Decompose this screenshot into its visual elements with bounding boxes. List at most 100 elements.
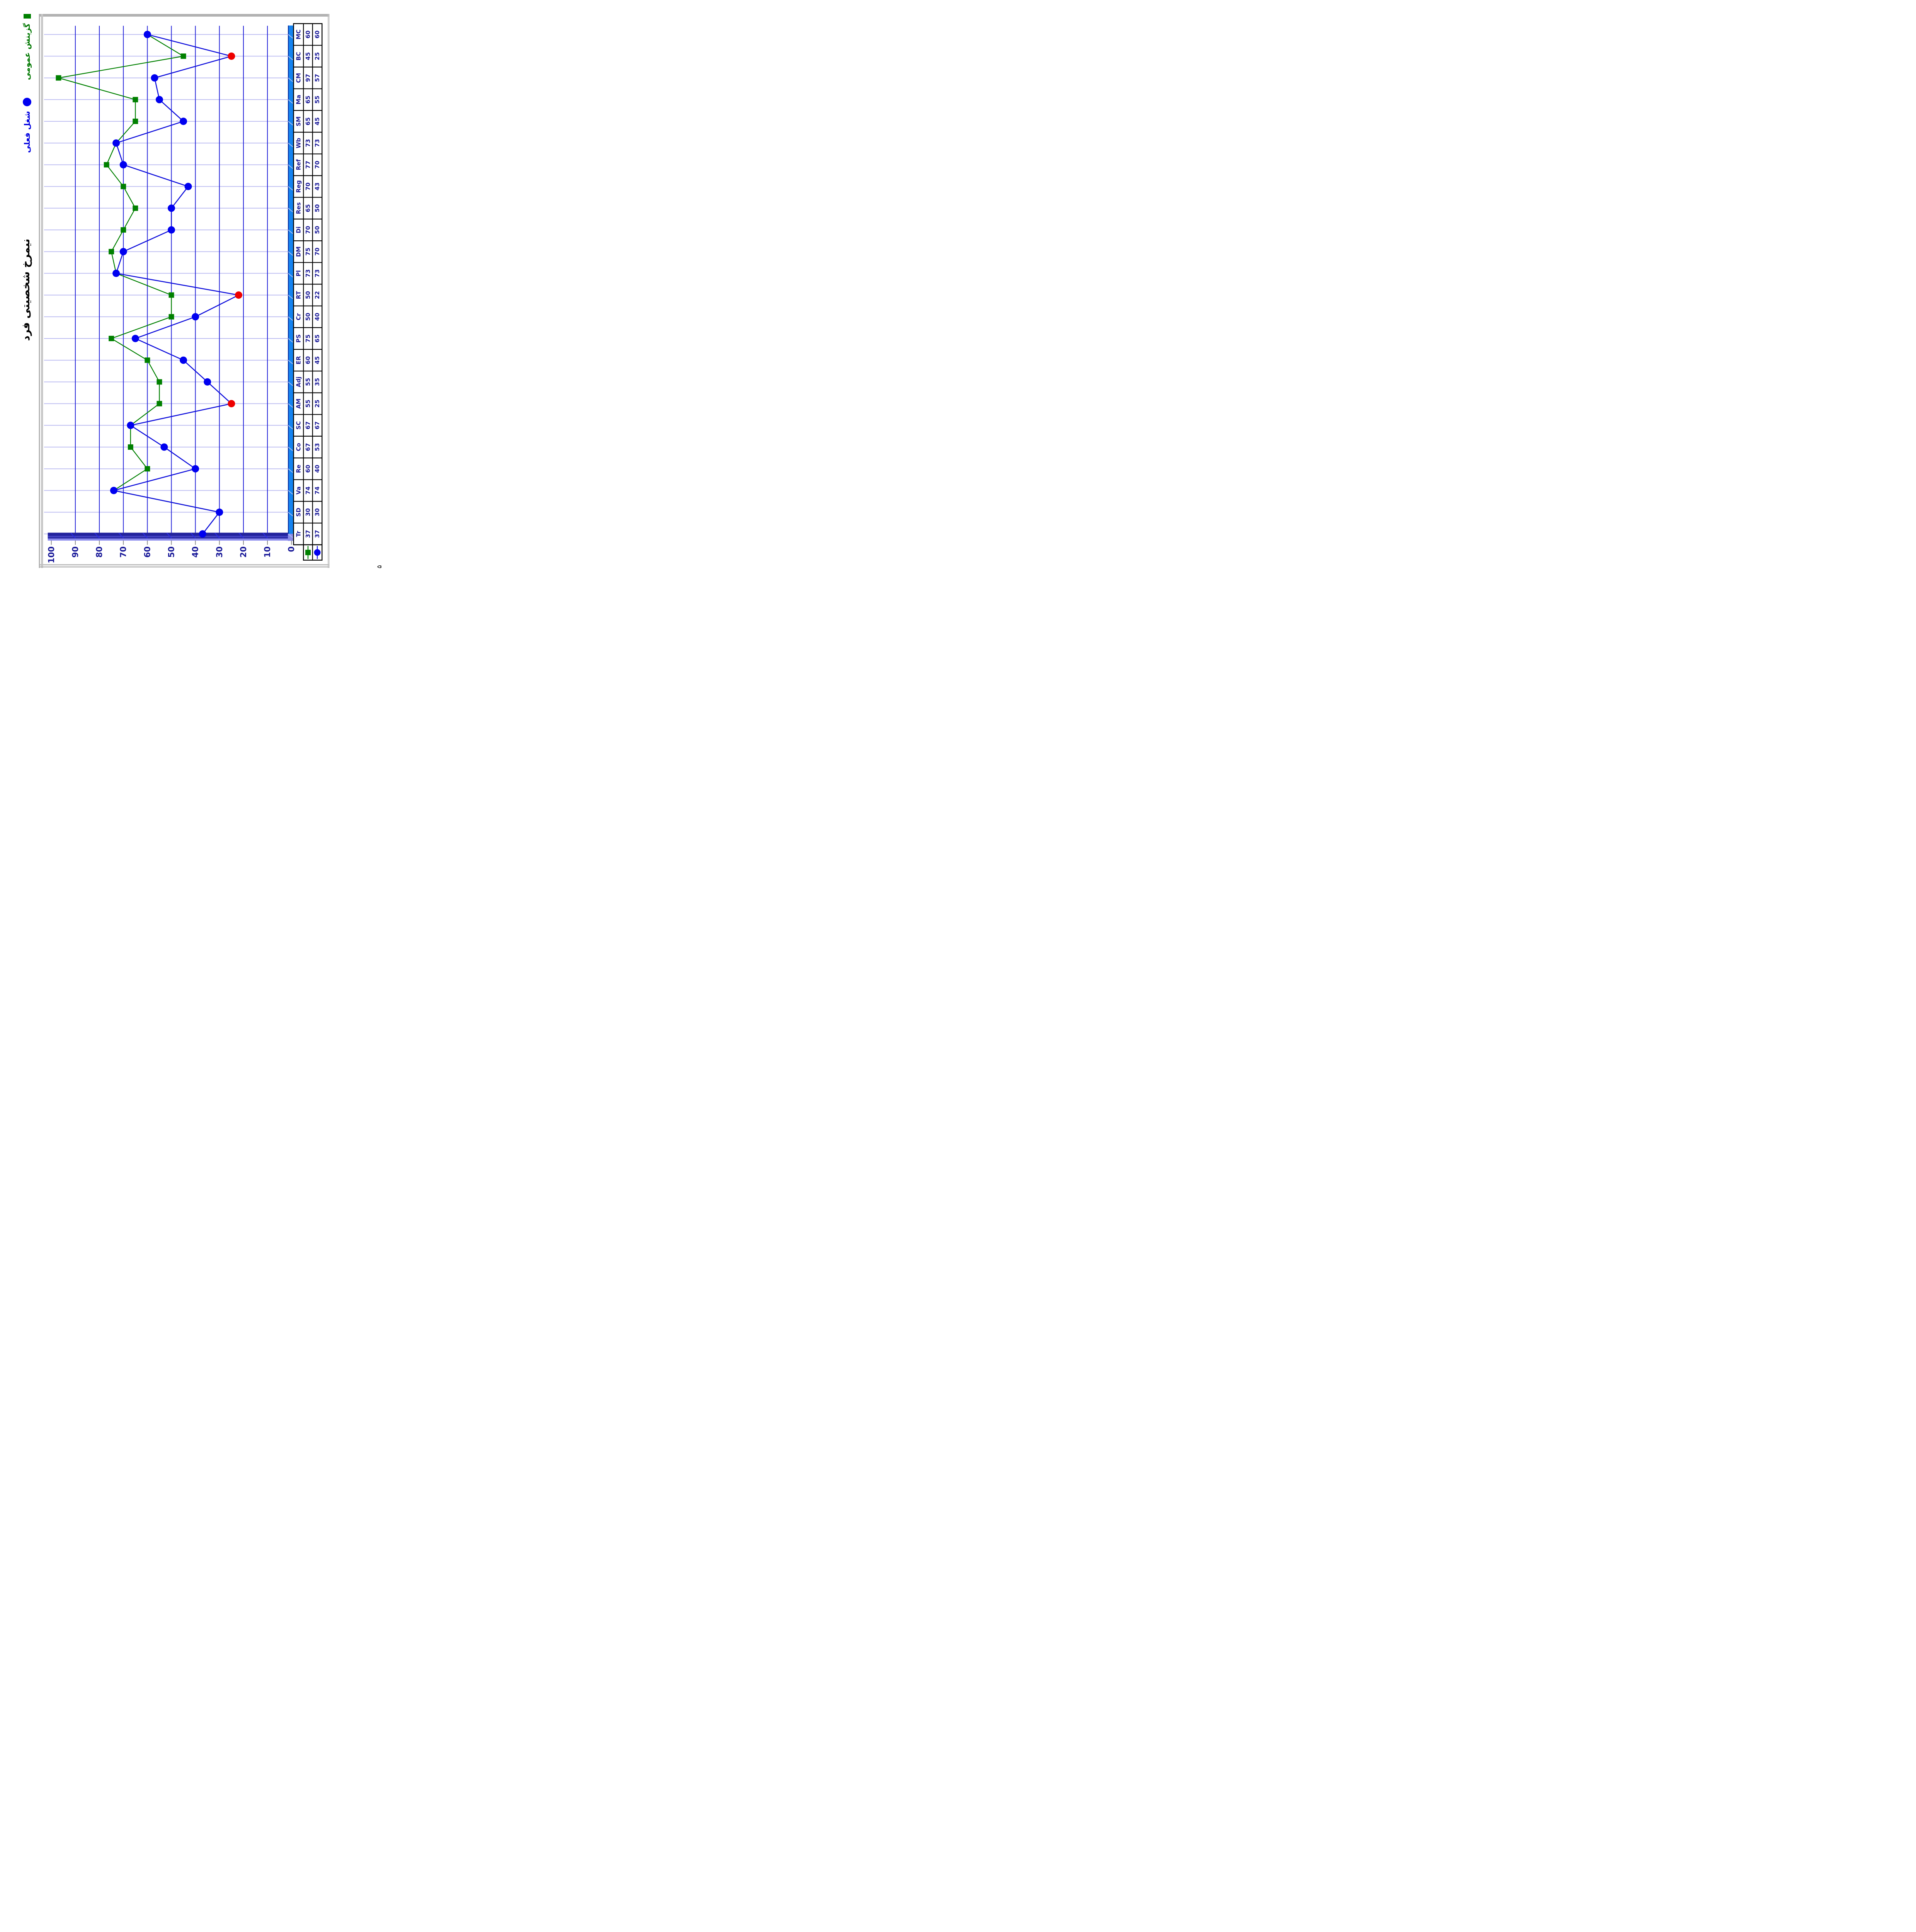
table-cell-current-Co: 53 — [314, 443, 321, 451]
table-cell-label-Va: Va — [295, 486, 302, 495]
wall-tick-SC — [288, 425, 293, 430]
marker-current-DM — [119, 248, 127, 255]
table-cell-general-Wb: 73 — [305, 139, 311, 147]
table-cell-general-Tr: 37 — [305, 530, 311, 538]
table-cell-current-AM: 25 — [314, 400, 321, 408]
marker-general-Re — [145, 466, 150, 472]
table-cell-general-AM: 55 — [305, 400, 311, 408]
marker-general-Di — [121, 227, 126, 233]
marker-general-ER — [145, 357, 150, 363]
floor-tick-30 — [214, 532, 220, 539]
table-cell-general-Reg: 70 — [305, 182, 311, 190]
table-cell-label-Ref: Ref — [295, 159, 302, 170]
marker-current-Adj — [204, 378, 211, 386]
marker-general-CM — [56, 75, 61, 81]
category-axis-wall — [288, 26, 294, 541]
table-key-general-marker — [305, 549, 311, 555]
table-cell-current-SD: 30 — [314, 508, 321, 516]
frame-right-band-2 — [329, 14, 330, 568]
wall-tick-Re — [288, 468, 293, 473]
wall-tick-PS — [288, 338, 293, 343]
floor-tick-80 — [94, 532, 100, 539]
table-cell-general-ER: 60 — [305, 356, 311, 364]
category-axis-wall-edge — [288, 26, 289, 541]
value-label-10: 10 — [263, 546, 272, 558]
table-cell-general-PS: 75 — [305, 335, 311, 343]
wall-tick-Res — [288, 208, 293, 213]
marker-current-Di — [168, 226, 175, 234]
table-cell-label-Res: Res — [295, 202, 302, 214]
table-cell-current-Ref: 70 — [314, 161, 321, 169]
floor-tick-50 — [166, 532, 172, 539]
table-cell-current-Pl: 73 — [314, 269, 321, 277]
marker-general-AM — [157, 401, 162, 406]
marker-current-SC — [127, 422, 134, 429]
table-cell-general-SC: 67 — [305, 421, 311, 429]
table-cell-label-BC: BC — [295, 52, 302, 60]
wall-tick-Va — [288, 490, 293, 495]
category-axis-wall-cap — [288, 534, 294, 541]
wall-tick-Cr — [288, 316, 293, 321]
table-cell-current-MC: 60 — [314, 31, 321, 39]
table-cell-current-Res: 50 — [314, 204, 321, 212]
table-cell-general-CM: 97 — [305, 74, 311, 82]
marker-general-PS — [109, 336, 114, 341]
marker-current-SD — [216, 509, 223, 516]
marker-current-MC — [143, 31, 151, 38]
floor-tick-10 — [262, 532, 268, 539]
table-cell-general-SD: 30 — [305, 508, 311, 516]
series-current-line — [114, 34, 240, 534]
table-cell-label-ER: ER — [295, 356, 302, 364]
marker-current-AM-red — [228, 400, 235, 408]
marker-general-Cr — [168, 314, 174, 320]
table-cell-label-Pl: Pl — [295, 270, 302, 276]
marker-current-Tr — [199, 530, 206, 538]
wall-tick-Ref — [288, 164, 293, 169]
floor-tick-60 — [142, 532, 148, 539]
table-cell-general-Di: 70 — [305, 226, 311, 234]
wall-tick-Reg — [288, 186, 293, 191]
table-cell-label-PS: PS — [295, 334, 302, 343]
table-cell-general-Ma: 65 — [305, 95, 311, 104]
frame-left-band-2 — [41, 14, 43, 568]
marker-general-Reg — [121, 184, 126, 189]
table-cell-current-SM: 45 — [314, 117, 321, 126]
legend-square-swatch-icon — [23, 14, 31, 19]
table-cell-label-Adj: Adj — [295, 377, 302, 388]
table-cell-general-Cr: 50 — [305, 313, 311, 321]
table-cell-label-Wb: Wb — [295, 138, 302, 148]
legend-item-general: گزینش عمومی — [22, 14, 32, 80]
axis-floor-highlight — [48, 538, 294, 541]
table-cell-current-Re: 40 — [314, 465, 321, 473]
chart-stage: 0 10 20 30 40 50 60 70 80 90 100 MC 60 60 BC 45 25 CM 97 57… — [0, 0, 412, 583]
page: 0 10 20 30 40 50 60 70 80 90 100 MC 60 60 BC 45 25 CM 97 57… — [0, 0, 412, 583]
table-cell-current-Tr: 37 — [314, 530, 321, 538]
marker-general-RT — [168, 292, 174, 298]
table-cell-current-SC: 67 — [314, 421, 321, 429]
table-cell-current-Adj: 35 — [314, 378, 321, 386]
page-number: ۵ — [376, 565, 383, 568]
value-label-80: 80 — [95, 546, 104, 558]
wall-tick-Adj — [288, 381, 293, 386]
wall-tick-ER — [288, 360, 293, 364]
table-cell-current-Di: 50 — [314, 226, 321, 234]
wall-tick-DM — [288, 251, 293, 256]
table-cell-current-CM: 57 — [314, 74, 321, 82]
frame-left-band-1 — [39, 14, 40, 568]
marker-current-PS — [131, 335, 139, 342]
wall-tick-CM — [288, 77, 293, 82]
marker-general-Adj — [157, 379, 162, 385]
table-cell-current-BC: 25 — [314, 52, 321, 60]
wall-tick-SD — [288, 512, 293, 517]
table-cell-label-MC: MC — [295, 29, 302, 39]
legend: شغل فعلی گزینش عمومی — [22, 14, 32, 153]
wall-tick-BC — [288, 56, 293, 60]
wall-tick-Wb — [288, 143, 293, 147]
marker-current-Pl — [112, 269, 120, 277]
table-cell-general-RT: 50 — [305, 291, 311, 299]
wall-tick-Di — [288, 230, 293, 234]
value-label-40: 40 — [191, 546, 200, 558]
marker-current-Ma — [155, 96, 163, 104]
wall-tick-SM — [288, 121, 293, 126]
marker-general-Res — [133, 205, 138, 211]
